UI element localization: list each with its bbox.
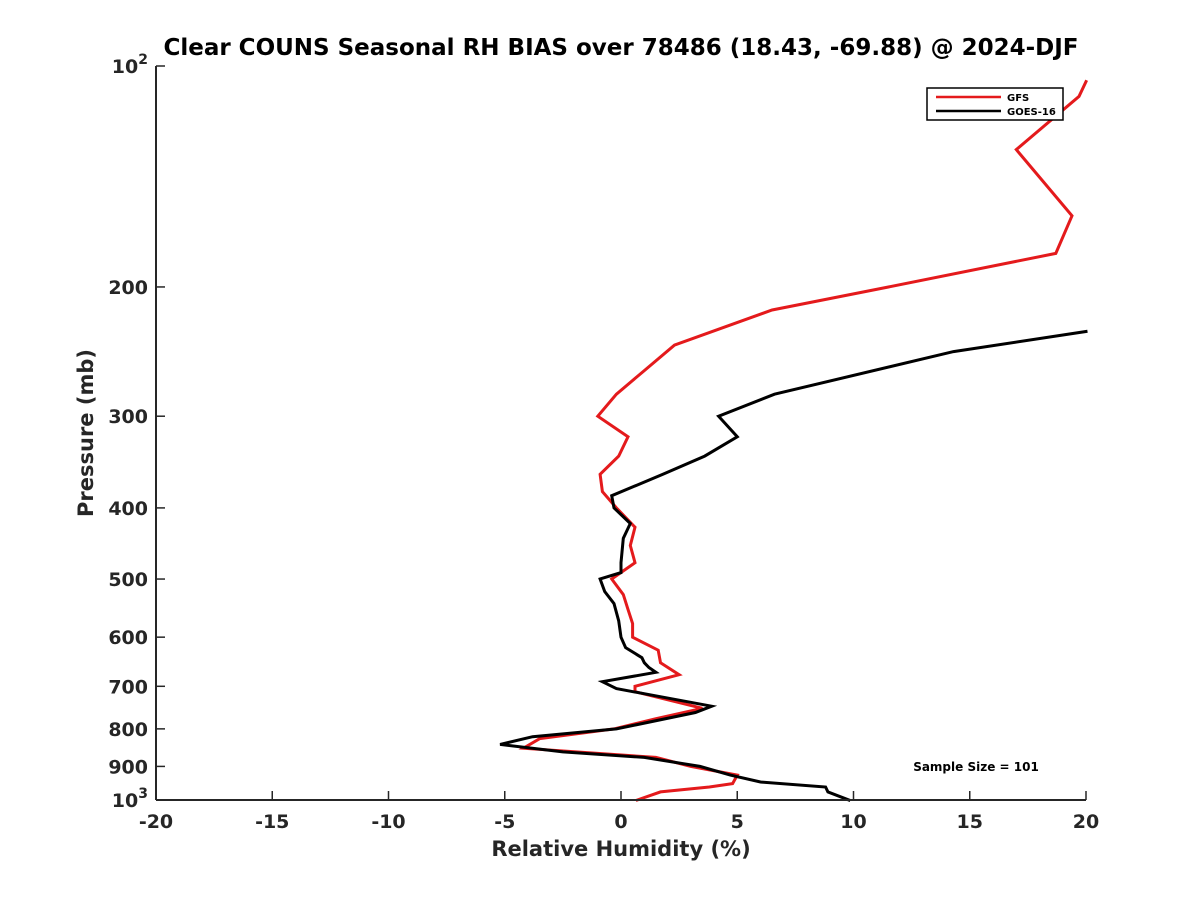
x-tick-label: 5 xyxy=(731,811,744,833)
legend-label-goes-16: GOES-16 xyxy=(1007,107,1056,118)
y-axis-label: Pressure (mb) xyxy=(74,349,98,517)
x-tick-label: 0 xyxy=(614,811,627,833)
legend-box xyxy=(926,87,1064,121)
legend: GFS GOES-16 xyxy=(926,87,1064,121)
series-line-goes-16 xyxy=(499,329,1088,802)
y-tick-label: 800 xyxy=(108,719,148,741)
legend-label-gfs: GFS xyxy=(1007,93,1029,104)
y-ticks: 102 200 300 400 500 600 700 800 900 103 xyxy=(108,52,165,812)
x-ticks: -20 -15 -10 -5 0 5 10 15 20 xyxy=(139,791,1099,833)
x-tick-label: 10 xyxy=(840,811,866,833)
y-tick-label: 400 xyxy=(108,498,148,520)
chart-title: Clear COUNS Seasonal RH BIAS over 78486 … xyxy=(163,35,1078,61)
x-axis-label: Relative Humidity (%) xyxy=(491,837,750,861)
y-tick-label: 102 xyxy=(112,52,148,78)
y-tick-label: 500 xyxy=(108,569,148,591)
x-tick-label: -20 xyxy=(139,811,173,833)
sample-size-annotation: Sample Size = 101 xyxy=(913,760,1039,774)
y-tick-label: 200 xyxy=(108,277,148,299)
y-tick-label: 300 xyxy=(108,406,148,428)
x-tick-label: 15 xyxy=(957,811,983,833)
x-tick-label: -15 xyxy=(255,811,289,833)
y-tick-label: 900 xyxy=(108,756,148,778)
y-tick-label: 103 xyxy=(112,786,148,812)
x-tick-label: -10 xyxy=(371,811,405,833)
x-tick-label: 20 xyxy=(1073,811,1099,833)
x-tick-label: -5 xyxy=(494,811,515,833)
y-tick-label: 700 xyxy=(108,676,148,698)
series-layer xyxy=(499,79,1088,802)
y-tick-label: 600 xyxy=(108,627,148,649)
